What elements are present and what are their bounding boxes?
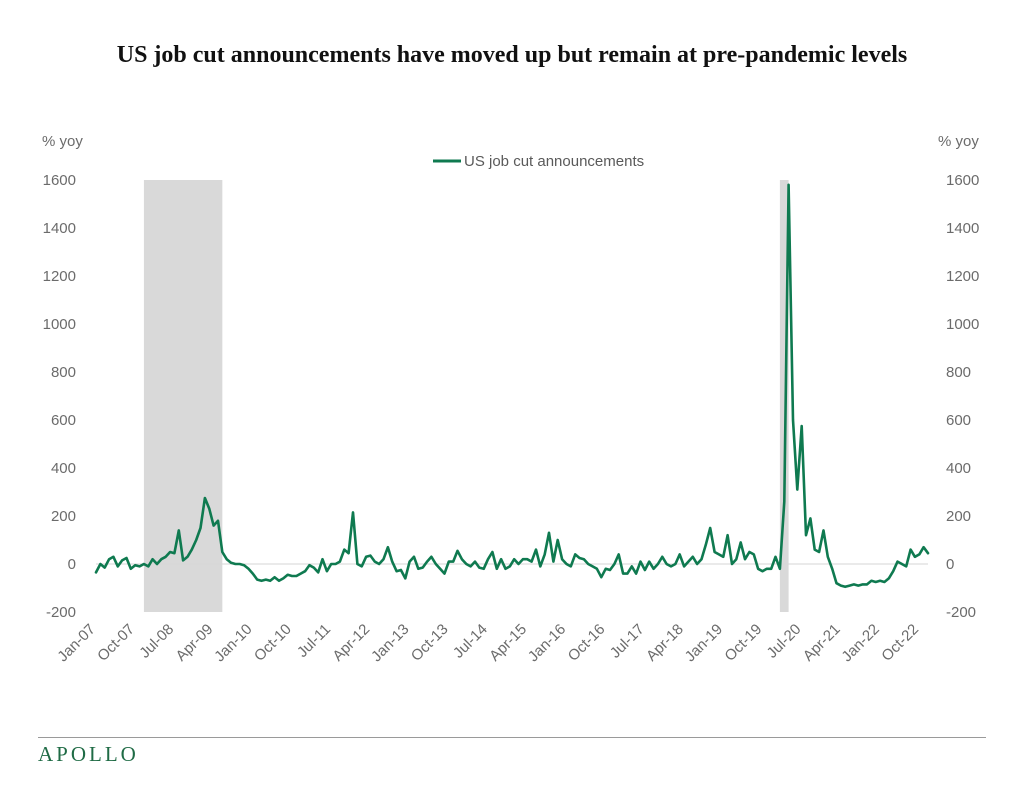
- x-axis-tick-label: Jan-10: [211, 621, 255, 665]
- series-line-job-cuts: [94, 183, 930, 589]
- x-axis-tick-label: Apr-15: [486, 621, 530, 665]
- x-axis-tick-label: Oct-10: [251, 621, 295, 665]
- recession-shading: [143, 180, 789, 612]
- chart-title: US job cut announcements have moved up b…: [116, 42, 908, 68]
- right-axis-tick-label: 800: [946, 364, 971, 381]
- x-axis-tick-label: Apr-12: [329, 621, 373, 665]
- x-axis-tick-label: Jan-07: [54, 621, 98, 665]
- x-axis-tick-label: Jan-13: [368, 621, 412, 665]
- right-axis-tick-label: 1200: [946, 268, 979, 285]
- x-axis-tick-label: Jul-08: [136, 621, 177, 662]
- right-axis-tick-label: 1400: [946, 220, 979, 237]
- brand-logo: APOLLO: [38, 742, 139, 766]
- x-axis-tick-label: Jul-17: [607, 621, 648, 662]
- right-axis-tick-label: -200: [946, 604, 976, 621]
- left-axis-tick-label: 800: [51, 364, 76, 381]
- left-axis-tick-label: 600: [51, 412, 76, 429]
- x-axis-tick-label: Jan-19: [682, 621, 726, 665]
- x-axis-tick-label: Jan-16: [525, 621, 569, 665]
- left-axis-tick-label: 200: [51, 508, 76, 525]
- left-axis-tick-label: 0: [68, 556, 76, 573]
- recession-band: [779, 180, 789, 612]
- right-axis-tick-label: 1600: [946, 172, 979, 189]
- left-axis-ticks: -200 0 200 400 600 800 1000 1200 1400 1600: [43, 172, 76, 621]
- recession-band: [143, 180, 223, 612]
- x-axis-tick-label: Oct-07: [94, 621, 138, 665]
- right-axis-ticks: -200 0 200 400 600 800 1000 1200 1400 1600: [946, 172, 979, 621]
- x-axis-tick-label: Apr-21: [800, 621, 844, 665]
- left-axis-tick-label: 1400: [43, 220, 76, 237]
- legend: US job cut announcements: [433, 153, 644, 170]
- left-axis-tick-label: 1200: [43, 268, 76, 285]
- x-axis-tick-label: Oct-13: [408, 621, 452, 665]
- right-axis-tick-label: 400: [946, 460, 971, 477]
- x-axis-tick-label: Apr-18: [643, 621, 687, 665]
- left-axis-unit: % yoy: [42, 133, 83, 150]
- x-axis-tick-label: Jan-22: [838, 621, 882, 665]
- right-axis-tick-label: 0: [946, 556, 954, 573]
- x-axis-tick-label: Apr-09: [173, 621, 217, 665]
- x-axis-tick-label: Jul-20: [764, 621, 805, 662]
- x-axis-tick-label: Oct-16: [565, 621, 609, 665]
- x-axis-tick-label: Oct-22: [878, 621, 922, 665]
- x-axis-tick-label: Oct-19: [721, 621, 765, 665]
- left-axis-tick-label: 400: [51, 460, 76, 477]
- legend-label: US job cut announcements: [464, 153, 644, 170]
- x-axis-tick-label: Jul-14: [450, 621, 491, 662]
- right-axis-tick-label: 1000: [946, 316, 979, 333]
- line-chart: -200 0 200 400 600 800 1000 1200 1400 1600 -200 0 2…: [42, 133, 979, 665]
- x-axis-tick-label: Jul-11: [294, 621, 334, 661]
- right-axis-tick-label: 600: [946, 412, 971, 429]
- left-axis-tick-label: 1600: [43, 172, 76, 189]
- right-axis-unit: % yoy: [938, 133, 979, 150]
- right-axis-tick-label: 200: [946, 508, 971, 525]
- left-axis-tick-label: 1000: [43, 316, 76, 333]
- footer-divider: [38, 737, 986, 738]
- left-axis-tick-label: -200: [46, 604, 76, 621]
